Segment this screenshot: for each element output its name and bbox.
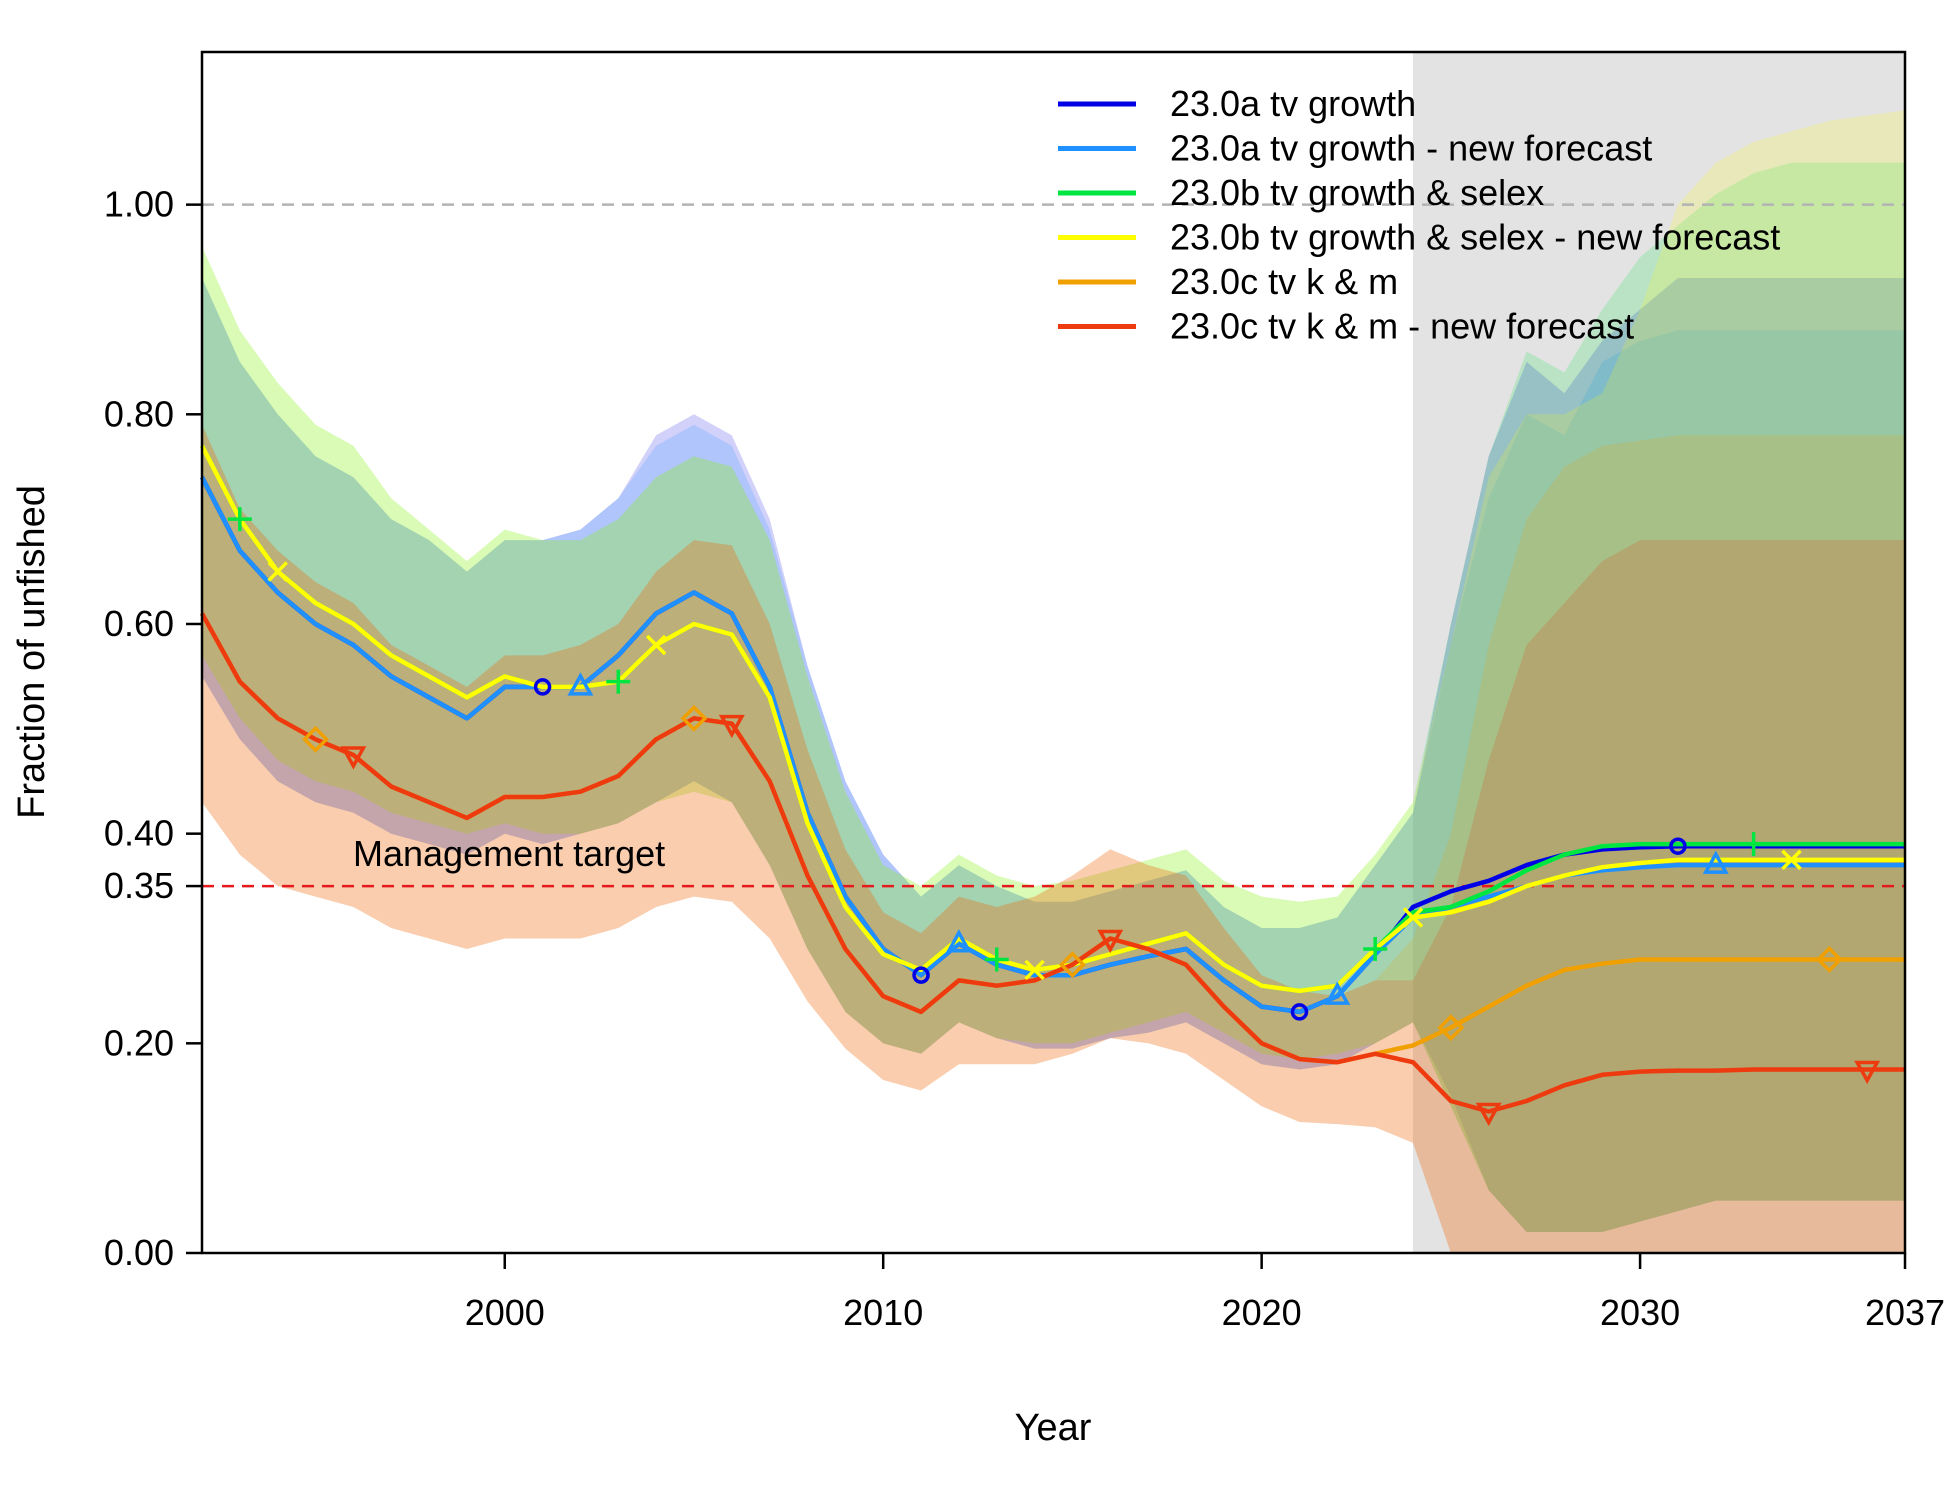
marker-series-1-2011 — [912, 966, 930, 984]
marker-series-1-2021 — [1290, 1003, 1309, 1021]
series-line-6 — [200, 612, 1905, 1114]
ci-band-series-1 — [202, 278, 1905, 1232]
marker-series-5-2035 — [1815, 945, 1843, 973]
legend-label-2: 23.0a tv growth - new forecast — [1170, 128, 1652, 169]
ci-band-series-2 — [202, 278, 1905, 1232]
x-tick-label: 2010 — [843, 1292, 923, 1333]
ci-band-series-5 — [202, 424, 1905, 1253]
legend-label-3: 23.0b tv growth & selex — [1170, 172, 1544, 213]
legend-label-6: 23.0c tv k & m - new forecast — [1170, 306, 1634, 347]
x-tick-label: 2000 — [465, 1292, 545, 1333]
series-line-2 — [199, 476, 1905, 1015]
marker-series-6-2026 — [1475, 1102, 1502, 1127]
y-tick-label: 0.80 — [104, 393, 174, 434]
marker-series-4-2004 — [645, 634, 667, 656]
marker-series-3-2023 — [1363, 936, 1388, 961]
marker-series-2-2022 — [1324, 981, 1351, 1005]
forecast-region-shade — [1413, 52, 1905, 1253]
marker-series-6-2036 — [1854, 1060, 1881, 1085]
y-tick-label: 0.35 — [104, 865, 174, 906]
marker-series-4-2014 — [1024, 959, 1045, 981]
ci-band-series-6 — [202, 424, 1905, 1253]
y-tick-label: 1.00 — [104, 184, 174, 225]
x-tick-label: 2020 — [1222, 1292, 1302, 1333]
y-tick-label: 0.00 — [104, 1232, 174, 1273]
marker-series-6-1996 — [340, 746, 367, 770]
marker-series-3-2003 — [606, 669, 631, 694]
y-tick-label: 0.40 — [104, 813, 174, 854]
legend-label-5: 23.0c tv k & m — [1170, 261, 1398, 302]
x-tick-label: 2030 — [1600, 1292, 1680, 1333]
marker-series-5-2015 — [1058, 951, 1086, 979]
legend-label-1: 23.0a tv growth — [1170, 83, 1416, 124]
y-axis-title: Fraction of unfished — [11, 485, 53, 819]
ci-band-series-4 — [202, 110, 1905, 1232]
marker-series-1-2031 — [1669, 837, 1687, 855]
series-line-4 — [200, 444, 1905, 994]
marker-series-2-2012 — [945, 929, 972, 953]
marker-series-2-2002 — [567, 672, 594, 696]
marker-series-3-2033 — [1741, 832, 1766, 857]
marker-series-4-2034 — [1781, 849, 1802, 871]
marker-series-6-2006 — [718, 714, 745, 739]
marker-series-5-2025 — [1437, 1014, 1465, 1042]
legend-label-4: 23.0b tv growth & selex - new forecast — [1170, 217, 1780, 258]
management-target-label: Management target — [353, 833, 665, 874]
x-tick-label: 2037 — [1865, 1292, 1945, 1333]
marker-series-3-1993 — [227, 507, 252, 532]
plot-frame — [200, 50, 1907, 1255]
marker-series-3-2013 — [984, 947, 1009, 972]
marker-series-4-1994 — [267, 561, 288, 582]
x-axis-title: Year — [1015, 1407, 1092, 1449]
marker-series-2-2032 — [1702, 850, 1729, 874]
marker-series-4-2024 — [1402, 907, 1424, 928]
y-tick-label: 0.20 — [104, 1022, 174, 1063]
marker-series-1-2001 — [533, 678, 552, 696]
marker-series-5-2005 — [680, 704, 708, 732]
marker-series-6-2016 — [1097, 929, 1124, 954]
marker-series-5-1995 — [302, 725, 330, 753]
ci-band-series-3 — [202, 162, 1905, 1233]
y-tick-label: 0.60 — [104, 603, 174, 644]
